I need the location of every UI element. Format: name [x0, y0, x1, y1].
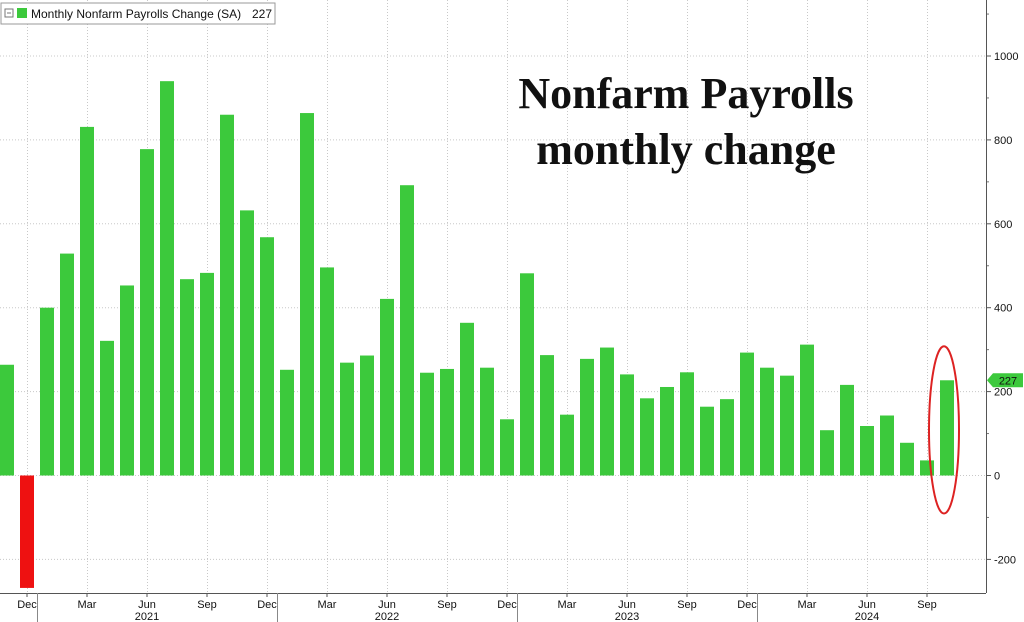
bar [240, 210, 254, 476]
x-tick-label: Jun [858, 599, 876, 611]
x-tick-label: Dec [737, 599, 757, 611]
legend-box [0, 2, 276, 25]
last-value-tag [987, 373, 1023, 388]
x-tick-label: Sep [437, 599, 457, 611]
bar [200, 272, 214, 476]
bar [180, 279, 194, 476]
bar [660, 386, 674, 476]
x-tick-label: Dec [17, 599, 37, 611]
bar [380, 298, 394, 476]
bar [260, 237, 274, 476]
bar [400, 185, 414, 476]
x-tick-label: Dec [497, 599, 517, 611]
x-tick-label: Mar [78, 599, 97, 611]
bar [340, 362, 354, 476]
bar [880, 415, 894, 476]
bar [120, 285, 134, 476]
x-year-label: 2023 [615, 611, 639, 622]
bar [900, 442, 914, 476]
x-tick-label: Jun [378, 599, 396, 611]
y-tick-label: 600 [994, 219, 1012, 231]
bar [420, 372, 434, 476]
bar [40, 307, 54, 476]
bar [140, 149, 154, 476]
y-tick-label: 0 [994, 471, 1000, 483]
x-tick-label: Sep [917, 599, 937, 611]
bar [800, 344, 814, 476]
x-tick-label: Sep [197, 599, 217, 611]
bar [100, 340, 114, 476]
bar [620, 374, 634, 476]
bar [80, 126, 94, 476]
x-year-label: 2022 [375, 611, 399, 622]
y-tick-label: -200 [994, 554, 1016, 566]
bar [280, 369, 294, 476]
bar [580, 358, 594, 476]
bar [220, 114, 234, 476]
y-tick-label: 200 [994, 387, 1012, 399]
marker-layer: 227 [928, 345, 1023, 515]
bar [460, 322, 474, 476]
x-tick-label: Jun [138, 599, 156, 611]
bar [560, 414, 574, 476]
bar [820, 430, 834, 476]
bar [540, 355, 554, 476]
y-tick-label: 1000 [994, 51, 1018, 63]
legend-label: Monthly Nonfarm Payrolls Change (SA) [31, 7, 241, 21]
bar [160, 81, 174, 476]
chart-title-line-2: monthly change [536, 125, 835, 174]
bar [300, 113, 314, 476]
bar [940, 380, 954, 476]
x-tick-label: Mar [318, 599, 337, 611]
x-tick-label: Jun [618, 599, 636, 611]
bar [600, 347, 614, 476]
bar [640, 398, 654, 476]
bar [60, 253, 74, 476]
legend: Monthly Nonfarm Payrolls Change (SA) 227 [0, 2, 276, 25]
bar [840, 384, 854, 476]
bars-layer [0, 81, 954, 588]
chart-title-line-1: Nonfarm Payrolls [518, 69, 853, 118]
x-tick-label: Sep [677, 599, 697, 611]
x-tick-label: Dec [257, 599, 277, 611]
bar [760, 367, 774, 476]
x-tick-label: Mar [798, 599, 817, 611]
bar [520, 273, 534, 476]
bar [0, 364, 14, 476]
bar [780, 375, 794, 476]
bar [860, 425, 874, 476]
bar [500, 419, 514, 476]
bar [360, 355, 374, 476]
bar [480, 367, 494, 476]
bar [440, 368, 454, 476]
last-value-label: 227 [999, 375, 1017, 387]
x-year-label: 2024 [855, 611, 879, 622]
bar [20, 475, 34, 588]
legend-swatch [17, 8, 27, 18]
bar [740, 352, 754, 476]
y-tick-label: 800 [994, 135, 1012, 147]
x-year-label: 2021 [135, 611, 159, 622]
highlight-ellipse [928, 345, 960, 515]
bar [720, 399, 734, 476]
bar [700, 406, 714, 476]
y-tick-label: 400 [994, 303, 1012, 315]
bar [680, 372, 694, 476]
x-tick-label: Mar [558, 599, 577, 611]
legend-last-value: 227 [252, 7, 272, 21]
bar [320, 267, 334, 476]
